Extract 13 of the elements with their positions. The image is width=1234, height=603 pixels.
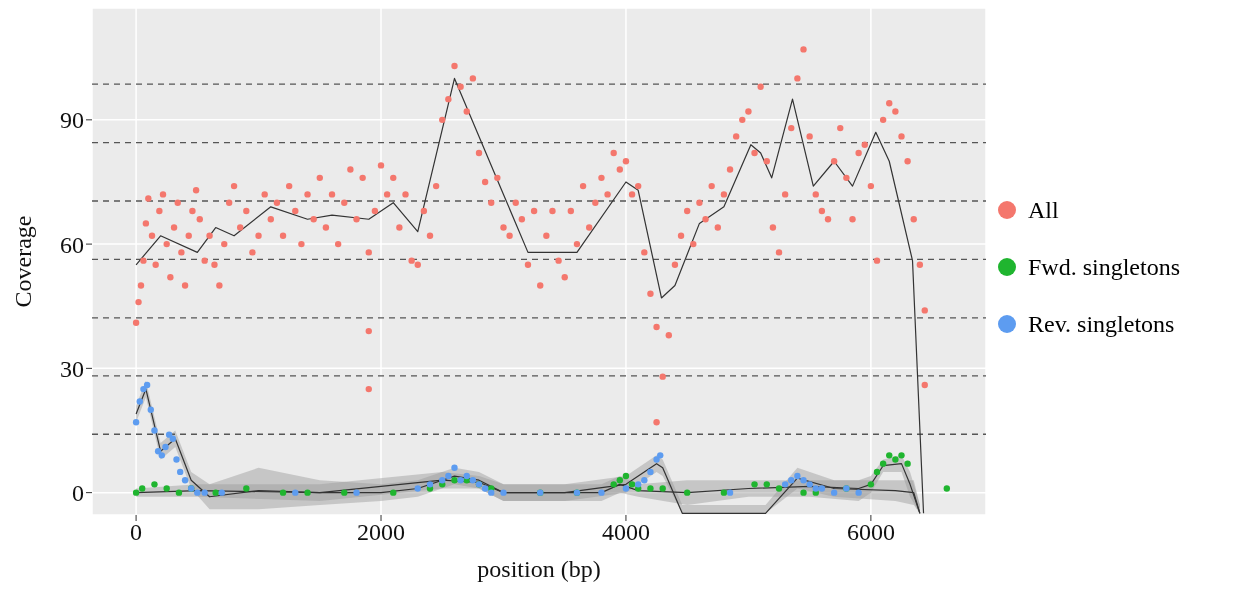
y-tick-label: 60 [60, 231, 84, 258]
legend-label: Rev. singletons [1028, 310, 1175, 338]
legend-label: Fwd. singletons [1028, 253, 1181, 281]
y-tick-label: 90 [60, 107, 84, 134]
legend-label: All [1028, 196, 1059, 224]
x-tick-label: 2000 [357, 519, 406, 546]
y-tick-label: 0 [72, 480, 84, 507]
y-tick-label: 30 [60, 355, 84, 382]
x-tick-label: 4000 [601, 519, 650, 546]
x-tick-label: 0 [130, 519, 143, 546]
x-axis-title: position (bp) [477, 556, 601, 582]
x-tick-label: 6000 [846, 519, 895, 546]
y-axis-title: Coverage [9, 215, 36, 308]
